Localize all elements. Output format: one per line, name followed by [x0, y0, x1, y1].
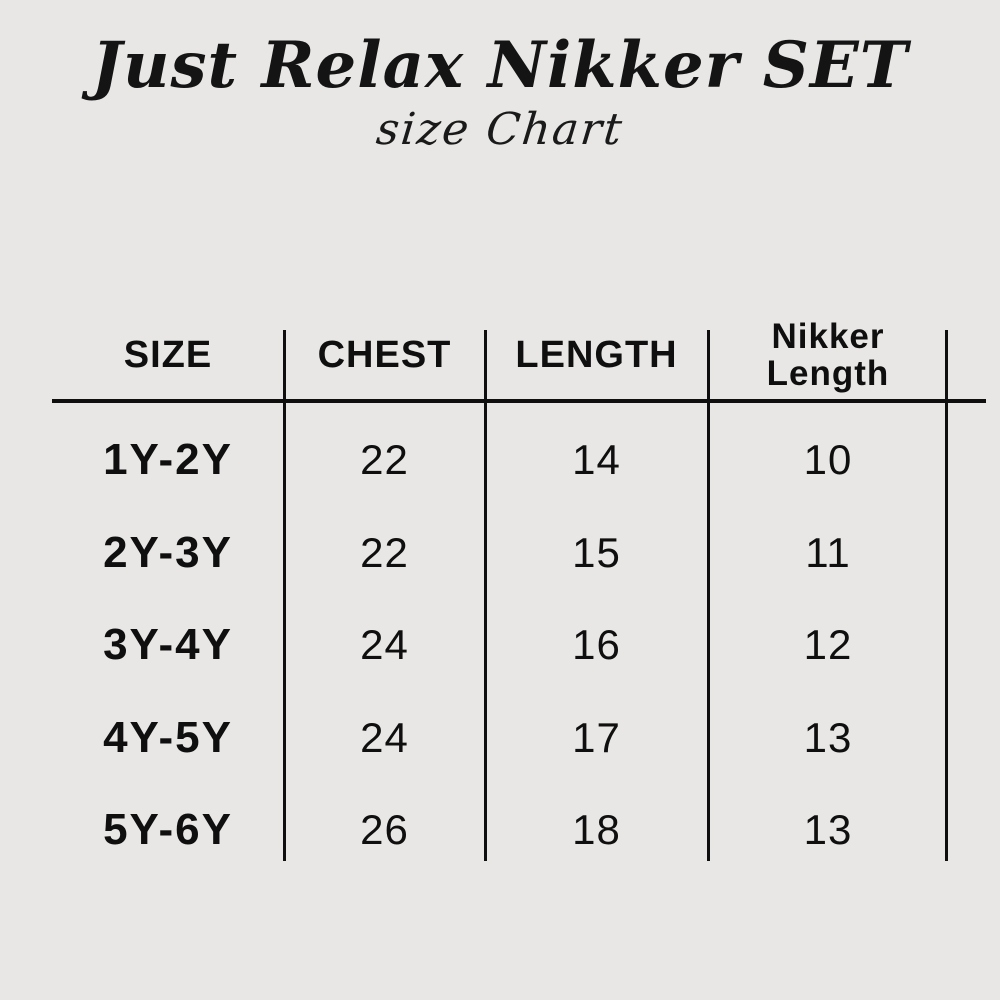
cell-nikker-length: 11	[805, 528, 851, 576]
cell-nikker-length: 10	[803, 436, 853, 484]
cell-chest: 24	[360, 621, 409, 669]
page-title: Just Relax Nikker SET	[91, 28, 909, 103]
table-row: 3Y-4Y 24 16 12	[52, 599, 948, 692]
cell-chest: 22	[360, 436, 409, 484]
cell-length: 16	[572, 621, 621, 669]
cell-chest: 24	[360, 713, 409, 761]
size-chart-table: 1Y-2Y 22 14 10 2Y-3Y 22 15 11 3Y-4Y 24 1…	[52, 414, 948, 877]
cell-chest: 22	[360, 528, 409, 576]
cell-nikker-length: 13	[803, 806, 853, 854]
cell-size: 4Y-5Y	[103, 712, 233, 762]
header-underline	[52, 399, 986, 403]
cell-size: 5Y-6Y	[103, 805, 233, 855]
cell-size: 3Y-4Y	[103, 620, 233, 670]
column-header-nikker-length: Nikker Length	[766, 316, 890, 393]
cell-nikker-length: 12	[803, 621, 853, 669]
cell-length: 15	[572, 528, 621, 576]
cell-length: 18	[572, 806, 621, 854]
table-row: 2Y-3Y 22 15 11	[52, 507, 948, 600]
column-divider-1	[283, 330, 286, 861]
cell-length: 17	[572, 713, 621, 761]
table-row: 4Y-5Y 24 17 13	[52, 692, 948, 785]
cell-size: 1Y-2Y	[103, 435, 233, 485]
cell-chest: 26	[360, 806, 409, 854]
cell-length: 14	[572, 436, 621, 484]
table-row: 1Y-2Y 22 14 10	[52, 414, 948, 507]
column-divider-4	[945, 330, 948, 861]
column-header-size: SIZE	[123, 333, 213, 376]
page-subtitle: size Chart	[373, 104, 627, 155]
cell-size: 2Y-3Y	[103, 527, 233, 577]
column-header-length: LENGTH	[515, 333, 678, 376]
table-row: 5Y-6Y 26 18 13	[52, 784, 948, 877]
column-divider-3	[707, 330, 710, 861]
column-divider-2	[484, 330, 487, 861]
column-header-chest: CHEST	[317, 333, 452, 376]
table-header-row: SIZE CHEST LENGTH Nikker Length	[52, 310, 948, 401]
cell-nikker-length: 13	[803, 713, 853, 761]
